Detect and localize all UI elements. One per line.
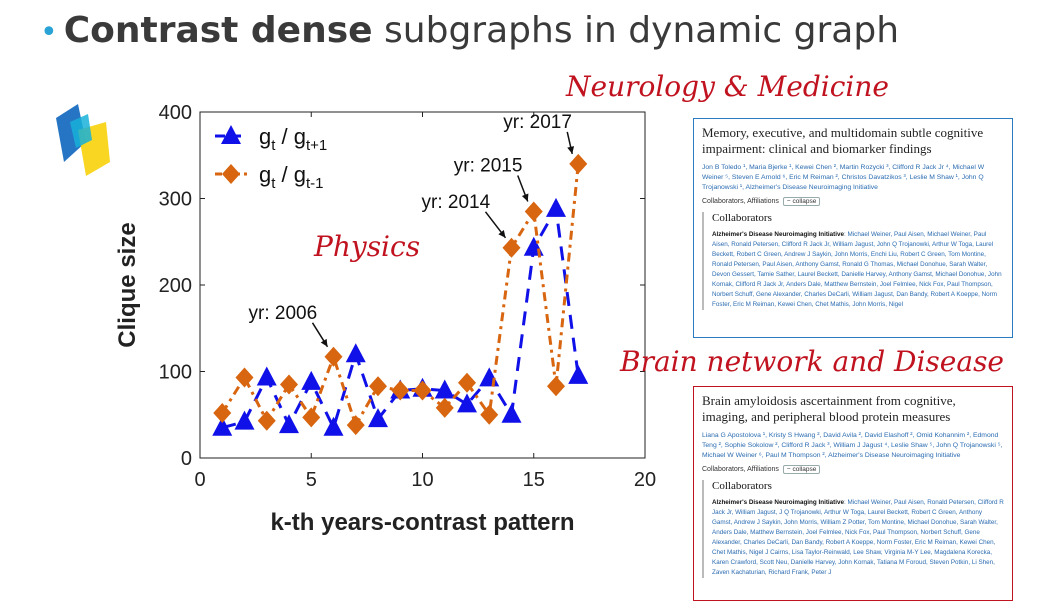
series-2-point — [458, 372, 476, 393]
series-2-point — [280, 374, 298, 395]
series-1-point — [457, 393, 477, 413]
series-1-point — [256, 366, 277, 386]
slide-headline: • Contrast dense subgraphs in dynamic gra… — [40, 10, 899, 51]
legend-marker — [221, 125, 241, 144]
series-2-point — [524, 201, 543, 222]
series-1-point — [523, 236, 544, 256]
series-2-point — [391, 380, 410, 401]
paper2-collab-line: Collaborators, Affiliations − collapse — [702, 465, 1004, 474]
annotation-arrowhead — [320, 338, 328, 347]
y-tick-label: 200 — [159, 275, 192, 297]
paper2-title: Brain amyloidosis ascertainment from cog… — [702, 393, 956, 424]
series-2-point — [302, 407, 321, 428]
series-2-point — [435, 397, 454, 418]
series-1-point — [234, 410, 255, 430]
annotation-arrowhead — [498, 229, 506, 238]
logo-cyan-shape — [70, 114, 92, 148]
series-1-point — [368, 408, 388, 428]
annotation-label: yr: 2014 — [422, 192, 491, 213]
paper1-authors[interactable]: Jon B Toledo ¹, Maria Bjerke ¹, Kewei Ch… — [702, 164, 985, 191]
paper2-collapse-button[interactable]: − collapse — [782, 465, 821, 474]
paper2-collaborators: Collaborators Alzheimer's Disease Neuroi… — [702, 480, 1004, 578]
y-tick-label: 0 — [181, 448, 192, 470]
label-brain-network: Brain network and Disease — [620, 345, 1005, 378]
paper2-collab-heading: Collaborators — [712, 480, 772, 492]
label-physics: Physics — [314, 230, 421, 263]
series-2-point — [569, 153, 588, 174]
paper1-collapse-button[interactable]: − collapse — [782, 197, 821, 206]
annotation-label: yr: 2017 — [503, 112, 572, 133]
chart-legend: gt / gt+1 gt / gt-1 — [215, 124, 327, 192]
series-2-point — [547, 376, 565, 397]
series-1-point — [279, 414, 299, 434]
series-2-point — [257, 410, 276, 431]
paper1-collab-text: Alzheimer's Disease Neuroimaging Initiat… — [712, 231, 1002, 308]
paper1-collaborators: Collaborators Alzheimer's Disease Neuroi… — [702, 212, 1004, 310]
chart-annotations: yr: 2006 yr: 2014 yr: 2015 yr: 2017 — [249, 112, 575, 348]
legend-label: gt / gt+1 — [259, 124, 327, 154]
series-2-point — [413, 380, 432, 401]
paper1-title: Memory, executive, and multidomain subtl… — [702, 125, 984, 156]
chart-series-layer — [212, 153, 589, 436]
series-2-point — [502, 237, 521, 258]
annotation-label: yr: 2015 — [454, 155, 523, 176]
paper1-collab-line: Collaborators, Affiliations − collapse — [702, 197, 1004, 206]
series-2-point — [480, 404, 499, 425]
paper1-collab-label: Collaborators, Affiliations — [702, 198, 779, 205]
annotation-label: yr: 2006 — [249, 303, 318, 324]
series-1-point — [501, 403, 522, 423]
paper1-collab-heading: Collaborators — [712, 212, 772, 224]
series-2-point — [213, 403, 232, 424]
series-1-point — [212, 416, 233, 436]
bullet-icon: • — [40, 15, 58, 50]
y-axis-label: Clique size — [114, 222, 141, 347]
series-1-point — [301, 370, 322, 390]
series-1-point — [345, 343, 366, 363]
paper-card-brain: Brain amyloidosis ascertainment from cog… — [693, 386, 1013, 601]
y-tick-label: 400 — [159, 102, 192, 124]
y-tick-label: 100 — [159, 362, 192, 384]
series-2-point — [235, 367, 254, 388]
annotation-arrowhead — [521, 193, 529, 202]
y-tick-label: 300 — [159, 189, 192, 211]
colored-blocks-logo — [56, 104, 110, 176]
series-2 — [213, 153, 588, 436]
series-1-point — [568, 364, 589, 384]
series-2-point — [324, 346, 343, 367]
x-tick-label: 15 — [523, 469, 545, 491]
headline-bold: Contrast dense — [63, 10, 373, 51]
series-1-point — [434, 379, 455, 399]
x-tick-label: 10 — [411, 469, 433, 491]
annotation-arrowhead — [567, 146, 575, 154]
series-1-line — [221, 204, 580, 432]
legend-label: gt / gt-1 — [259, 162, 324, 192]
series-2-point — [346, 415, 365, 436]
series-1-point — [546, 197, 566, 217]
series-2-point — [369, 376, 387, 397]
x-tick-label: 0 — [194, 469, 205, 491]
label-neurology: Neurology & Medicine — [566, 70, 889, 103]
paper2-collab-text: Alzheimer's Disease Neuroimaging Initiat… — [712, 499, 1004, 576]
paper2-collab-label: Collaborators, Affiliations — [702, 466, 779, 473]
x-tick-label: 20 — [634, 469, 656, 491]
paper-card-neurology: Memory, executive, and multidomain subtl… — [693, 118, 1013, 338]
series-1-point — [323, 416, 344, 436]
paper2-authors[interactable]: Liana G Apostolova ¹, Kristy S Hwang ², … — [702, 432, 1003, 459]
headline-rest: subgraphs in dynamic graph — [384, 10, 900, 51]
x-axis-label: k-th years-contrast pattern — [270, 509, 574, 536]
x-tick-label: 5 — [306, 469, 317, 491]
legend-marker — [222, 164, 240, 184]
